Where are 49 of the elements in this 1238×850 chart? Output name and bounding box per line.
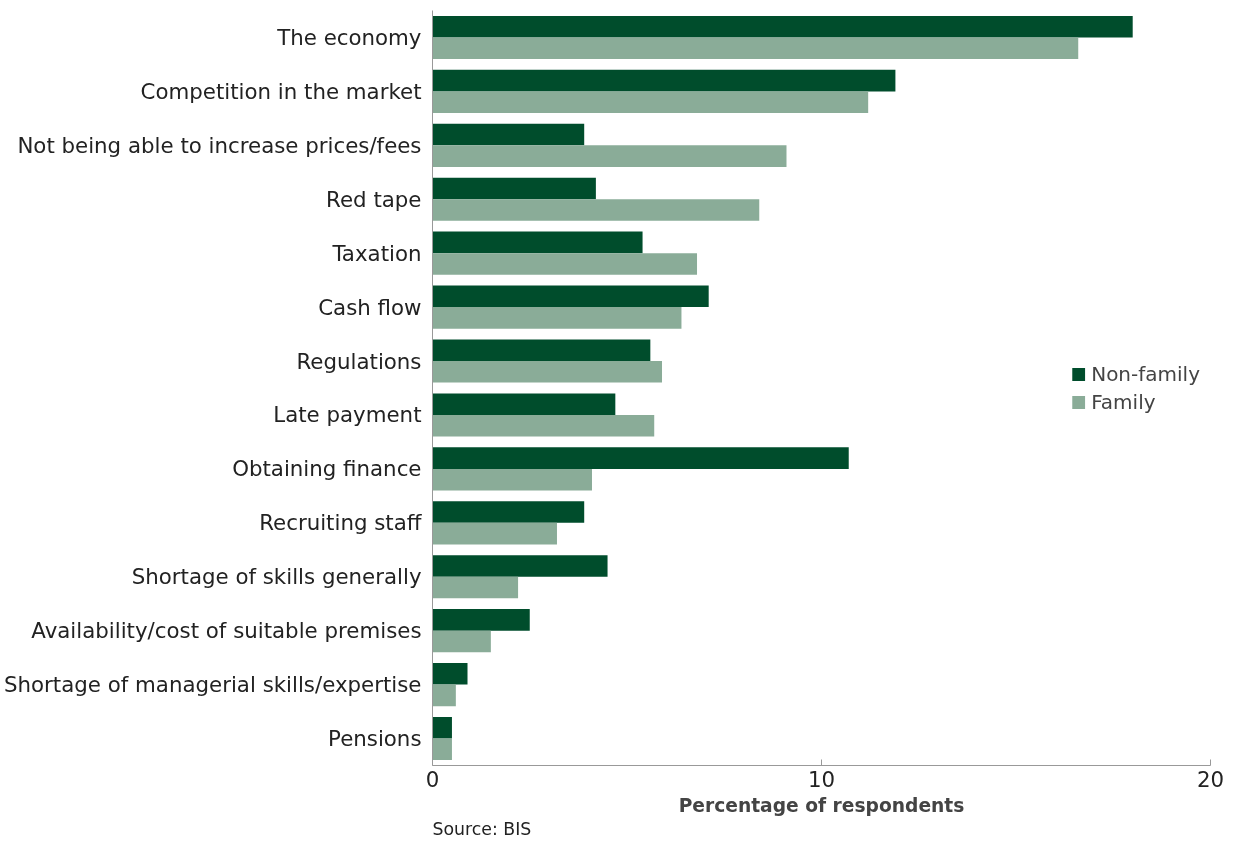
y-tick-label: Not being able to increase prices/fees	[17, 132, 422, 158]
bar	[432, 447, 849, 469]
bar	[432, 609, 530, 631]
y-tick-label: Late payment	[273, 402, 422, 428]
bar	[432, 576, 519, 599]
bar	[432, 468, 592, 491]
bar	[432, 307, 682, 329]
y-tick-label: Competition in the market	[140, 78, 422, 104]
y-tick-label: Cash flow	[318, 294, 422, 320]
bar	[432, 123, 585, 146]
legend-label: Family	[1091, 389, 1156, 414]
bar	[432, 177, 596, 200]
bar	[432, 253, 698, 275]
bar	[432, 199, 760, 221]
x-axis-title: Percentage of respondents	[678, 794, 965, 816]
bar	[432, 91, 869, 113]
bar	[432, 716, 452, 739]
x-tick-label: 20	[1196, 766, 1225, 792]
y-tick-label: Availability/cost of suitable premises	[31, 618, 422, 644]
y-tick-label: Regulations	[296, 348, 422, 374]
x-tick-label: 10	[807, 766, 836, 792]
bar	[432, 738, 452, 761]
bar	[432, 414, 655, 437]
y-tick-label: Taxation	[331, 240, 422, 266]
bar	[432, 339, 651, 362]
bar	[432, 684, 456, 707]
bar	[432, 361, 663, 383]
y-tick-label: Obtaining finance	[232, 456, 422, 482]
y-tick-label: Recruiting staff	[259, 510, 423, 536]
bar	[432, 663, 468, 685]
source-note: Source: BIS	[432, 818, 532, 839]
y-tick-label: The economy	[276, 24, 422, 50]
bar	[432, 522, 557, 545]
bar	[432, 501, 585, 523]
bar	[432, 285, 709, 308]
bar	[432, 15, 1133, 38]
y-tick-label: Pensions	[328, 726, 422, 752]
bar	[432, 69, 896, 92]
y-tick-label: Red tape	[326, 186, 422, 212]
x-tick-label: 0	[425, 766, 440, 792]
bar	[432, 145, 787, 167]
bar	[432, 630, 491, 653]
bar	[432, 393, 616, 415]
y-tick-label: Shortage of managerial skills/expertise	[4, 672, 422, 698]
legend-label: Non-family	[1091, 361, 1200, 386]
bar	[432, 231, 643, 254]
bar	[432, 555, 608, 577]
y-tick-label: Shortage of skills generally	[131, 564, 422, 590]
bar	[432, 37, 1079, 60]
